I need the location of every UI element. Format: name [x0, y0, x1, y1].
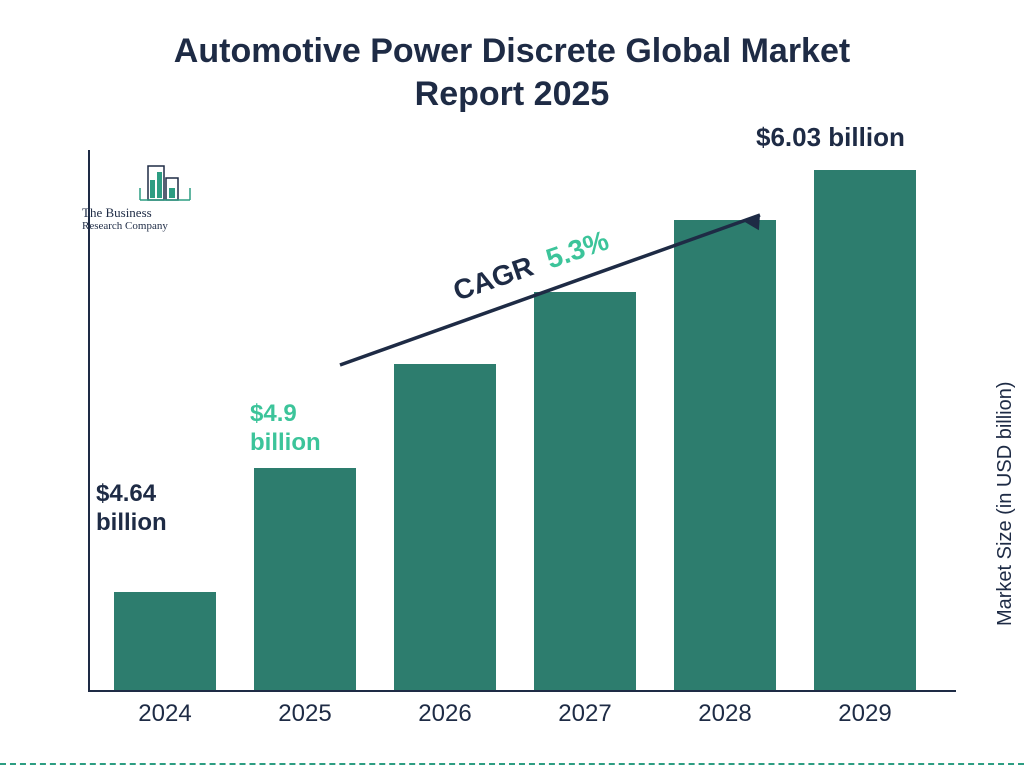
x-label-2029: 2029 — [814, 700, 916, 728]
bar-2024 — [114, 592, 216, 690]
x-label-2026: 2026 — [394, 700, 496, 728]
bar-2026 — [394, 364, 496, 690]
cagr-group: CAGR 5.3% — [320, 205, 800, 385]
x-label-2024: 2024 — [114, 700, 216, 728]
cagr-arrow-icon — [320, 205, 800, 385]
y-axis-label: Market Size (in USD billion) — [995, 382, 1018, 627]
x-axis — [88, 690, 956, 692]
value-2025-amt: $4.9 — [250, 400, 321, 429]
bar-2029 — [814, 170, 916, 690]
value-2024-amt: $4.64 — [96, 480, 167, 509]
x-label-2028: 2028 — [674, 700, 776, 728]
value-label-2029: $6.03 billion — [756, 122, 905, 153]
dashed-divider — [0, 763, 1024, 765]
x-label-2027: 2027 — [534, 700, 636, 728]
value-label-2025: $4.9 billion — [250, 400, 321, 458]
title-line-1: Automotive Power Discrete Global Market — [0, 30, 1024, 73]
value-2024-unit: billion — [96, 509, 167, 538]
bar-2025 — [254, 468, 356, 690]
x-label-2025: 2025 — [254, 700, 356, 728]
chart-title: Automotive Power Discrete Global Market … — [0, 30, 1024, 115]
value-label-2024: $4.64 billion — [96, 480, 167, 538]
title-line-2: Report 2025 — [0, 73, 1024, 116]
value-2025-unit: billion — [250, 429, 321, 458]
